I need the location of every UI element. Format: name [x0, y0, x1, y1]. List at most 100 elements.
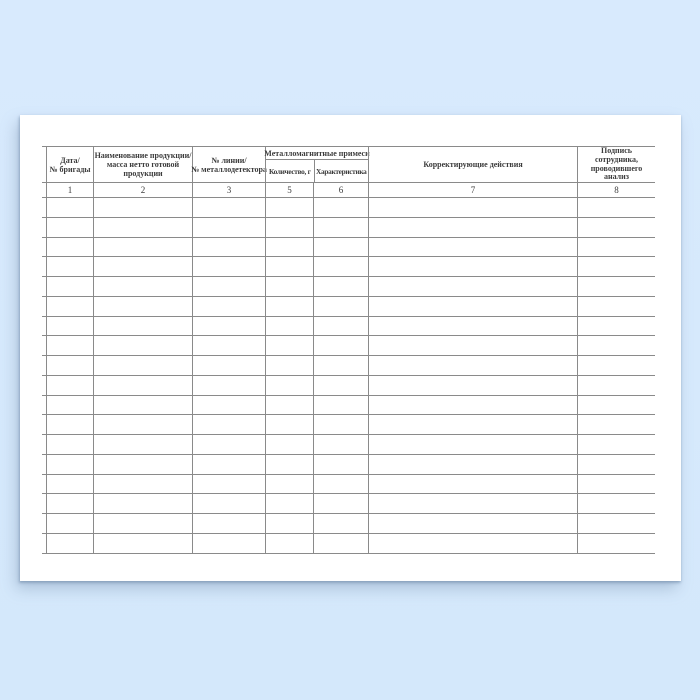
empty-cell — [46, 336, 93, 356]
empty-cell — [46, 296, 93, 316]
empty-cell — [192, 494, 265, 514]
empty-cell — [93, 454, 192, 474]
empty-cell — [368, 454, 577, 474]
empty-cell — [368, 514, 577, 534]
header-group-title: Металломагнитные примеси — [264, 147, 370, 160]
table-row — [42, 296, 655, 317]
empty-cell — [46, 494, 93, 514]
table-row — [42, 415, 655, 436]
empty-cell — [368, 395, 577, 415]
empty-cell — [368, 296, 577, 316]
empty-cell — [192, 237, 265, 257]
table-row — [42, 494, 655, 515]
empty-cell — [368, 217, 577, 237]
table-row — [42, 237, 655, 258]
empty-cell — [46, 474, 93, 494]
empty-cell — [313, 534, 368, 553]
header-group-subrow: Количество, г Характеристика — [266, 160, 368, 182]
empty-cell — [192, 395, 265, 415]
table-row — [42, 257, 655, 278]
column-number-1: 1 — [46, 183, 93, 197]
empty-cell — [577, 217, 655, 237]
empty-cell — [265, 375, 313, 395]
empty-cell — [93, 375, 192, 395]
empty-cell — [368, 375, 577, 395]
empty-cell — [577, 435, 655, 454]
empty-cell — [577, 257, 655, 277]
empty-cell — [265, 395, 313, 415]
empty-cell — [93, 534, 192, 553]
empty-cell — [46, 356, 93, 375]
empty-cell — [93, 474, 192, 494]
empty-cell — [192, 514, 265, 534]
empty-cell — [313, 514, 368, 534]
paper-sheet: Дата/ № бригады Наименование продукции/ … — [20, 115, 681, 581]
table-row — [42, 217, 655, 238]
header-col-line-detector: № линии/ № металлодетектора — [191, 147, 267, 182]
empty-cell — [93, 257, 192, 277]
empty-cell — [192, 356, 265, 375]
empty-cell — [577, 395, 655, 415]
empty-cell — [93, 336, 192, 356]
empty-cell — [93, 395, 192, 415]
empty-cell — [265, 198, 313, 217]
empty-cell — [265, 277, 313, 296]
empty-cell — [368, 474, 577, 494]
empty-cell — [313, 494, 368, 514]
empty-cell — [192, 316, 265, 336]
empty-cell — [265, 435, 313, 454]
empty-cell — [46, 534, 93, 553]
empty-cell — [313, 277, 368, 296]
empty-cell — [368, 415, 577, 435]
empty-cell — [93, 217, 192, 237]
empty-cell — [93, 514, 192, 534]
empty-cell — [93, 198, 192, 217]
empty-cell — [368, 534, 577, 553]
column-number-5: 5 — [265, 183, 313, 197]
empty-cell — [313, 336, 368, 356]
empty-cell — [265, 514, 313, 534]
table-row — [42, 435, 655, 455]
header-col-corrective-actions: Корректирующие действия — [368, 147, 577, 182]
empty-cell — [368, 494, 577, 514]
table-row — [42, 474, 655, 495]
column-number-3: 3 — [192, 183, 265, 197]
header-group-metal-impurities: Металломагнитные примеси Количество, г Х… — [264, 147, 370, 182]
empty-cell — [313, 435, 368, 454]
table-row — [42, 534, 655, 554]
column-number-7: 7 — [368, 183, 577, 197]
empty-cell — [368, 198, 577, 217]
empty-cell — [265, 356, 313, 375]
empty-cell — [368, 336, 577, 356]
header-col-characteristic: Характеристика — [313, 160, 368, 182]
empty-cell — [313, 454, 368, 474]
empty-cell — [313, 356, 368, 375]
empty-cell — [192, 257, 265, 277]
empty-cell — [577, 296, 655, 316]
empty-cell — [313, 375, 368, 395]
empty-cell — [368, 435, 577, 454]
empty-cell — [265, 316, 313, 336]
empty-cell — [192, 534, 265, 553]
empty-cell — [313, 237, 368, 257]
empty-cell — [368, 277, 577, 296]
empty-cell — [265, 257, 313, 277]
empty-cell — [265, 296, 313, 316]
empty-cell — [313, 198, 368, 217]
column-numbers-row: 1 2 3 5 6 7 8 — [42, 183, 655, 198]
empty-cell — [46, 277, 93, 296]
empty-cell — [265, 217, 313, 237]
empty-cell — [577, 534, 655, 553]
empty-cell — [577, 514, 655, 534]
table-row — [42, 277, 655, 297]
empty-cell — [192, 415, 265, 435]
empty-cell — [46, 375, 93, 395]
empty-cell — [368, 257, 577, 277]
table-row — [42, 375, 655, 396]
empty-cell — [265, 454, 313, 474]
empty-cell — [46, 514, 93, 534]
table-body — [42, 198, 655, 554]
empty-cell — [46, 395, 93, 415]
empty-cell — [577, 356, 655, 375]
